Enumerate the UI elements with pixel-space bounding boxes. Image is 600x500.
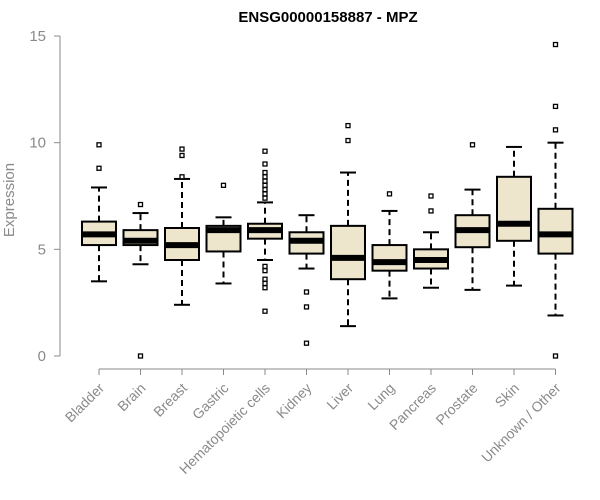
outlier-point: [262, 174, 268, 180]
outlier-point: [552, 353, 559, 359]
y-tick-label: 0: [38, 348, 46, 365]
outlier-point: [262, 263, 268, 270]
x-tick-label: Skin: [492, 380, 523, 411]
outlier-point: [345, 122, 351, 129]
box-group: [496, 145, 532, 287]
outlier-point: [262, 195, 268, 201]
outlier-point: [262, 186, 268, 193]
box: [330, 224, 366, 281]
outlier-point: [428, 193, 434, 199]
box: [537, 207, 574, 255]
box-group: [205, 182, 242, 285]
x-tick-label: Breast: [150, 380, 190, 420]
outlier-point: [220, 182, 227, 188]
box-group: [81, 142, 117, 283]
y-tick-label: 5: [38, 241, 46, 258]
outlier-point: [137, 201, 144, 208]
outlier-point: [386, 191, 393, 197]
x-tick-label: Bladder: [62, 380, 108, 426]
box-group: [122, 201, 159, 359]
outlier-point: [96, 142, 102, 148]
outlier-point: [552, 103, 559, 110]
chart-title: ENSG00000158887 - MPZ: [238, 9, 417, 26]
box: [371, 244, 408, 272]
outlier-point: [262, 191, 268, 197]
box-group: [413, 193, 449, 289]
box-group: [164, 146, 200, 306]
outlier-point: [469, 142, 476, 148]
box-group: [247, 148, 283, 314]
boxes: [81, 41, 574, 359]
outlier-point: [262, 169, 268, 176]
outlier-point: [428, 208, 434, 214]
x-tick-label: Lung: [364, 380, 397, 413]
box-group: [454, 142, 491, 291]
box-group: [537, 41, 574, 359]
box-group: [371, 191, 408, 300]
y-axis-label: Expression: [1, 163, 18, 237]
box-group: [288, 214, 325, 346]
outlier-point: [345, 137, 351, 144]
outlier-point: [262, 285, 268, 291]
outlier-point: [262, 308, 268, 314]
outlier-point: [262, 280, 268, 287]
outlier-point: [262, 148, 268, 154]
outlier-point: [179, 146, 185, 152]
x-tick-label: Kidney: [273, 380, 315, 422]
outlier-point: [137, 353, 144, 359]
y-tick-label: 15: [29, 28, 46, 45]
outlier-point: [262, 182, 268, 188]
outlier-point: [303, 340, 310, 346]
outlier-point: [303, 304, 310, 310]
outlier-point: [262, 178, 268, 184]
outlier-point: [262, 161, 268, 167]
outlier-point: [262, 268, 268, 274]
outlier-point: [179, 152, 185, 159]
y-tick-label: 10: [29, 135, 46, 152]
x-tick-label: Brain: [114, 380, 148, 414]
outlier-point: [96, 165, 102, 171]
outlier-point: [552, 41, 559, 48]
outlier-point: [552, 127, 559, 133]
outlier-point: [262, 276, 268, 282]
x-tick-label: Liver: [323, 380, 356, 413]
box: [496, 175, 532, 242]
x-tick-label: Prostate: [432, 380, 480, 428]
outlier-point: [303, 289, 310, 295]
box-group: [330, 122, 366, 328]
x-tick-label: Unknown / Other: [478, 380, 564, 466]
outlier-point: [179, 174, 185, 180]
